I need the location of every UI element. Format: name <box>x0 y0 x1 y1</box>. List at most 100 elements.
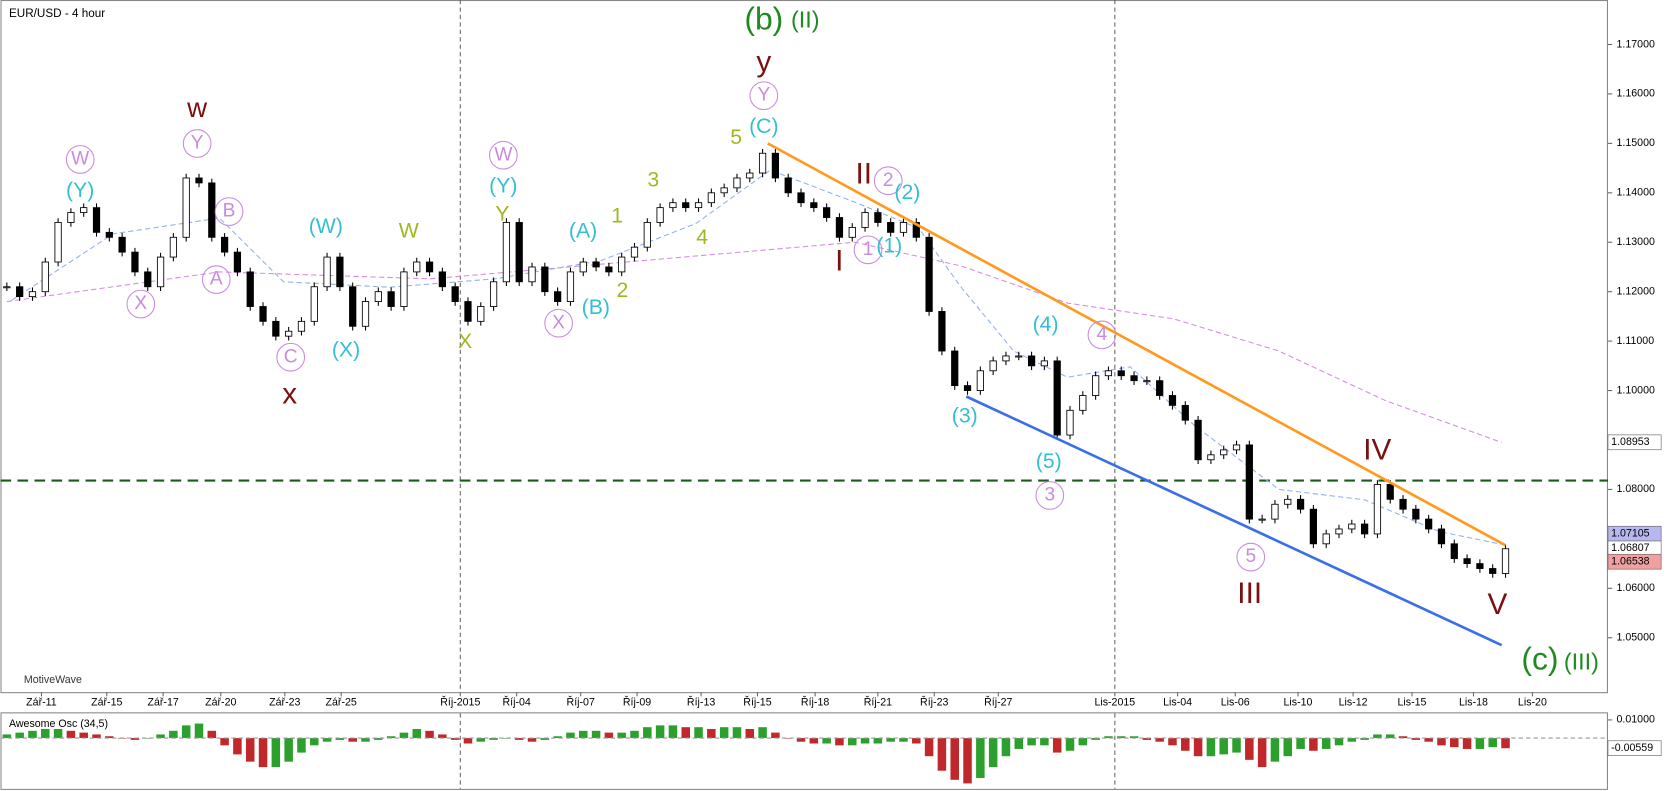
osc-bar <box>335 738 345 740</box>
wave-circle <box>214 197 244 226</box>
osc-bar <box>1309 738 1318 751</box>
osc-bar <box>181 725 191 739</box>
candle-body <box>1386 484 1394 500</box>
osc-bar <box>732 727 742 739</box>
candle-body <box>938 311 946 352</box>
price-marker-label: -0.00559 <box>1611 742 1653 754</box>
osc-bar <box>310 738 319 746</box>
osc-bar <box>1450 738 1459 748</box>
candle-body <box>1194 419 1202 461</box>
candle-body <box>208 182 216 238</box>
osc-bar <box>950 738 959 780</box>
candle-body <box>1079 395 1087 411</box>
osc-bar <box>1321 738 1331 749</box>
wave-label: (A) <box>569 218 597 242</box>
wave-label: (III) <box>1564 649 1599 675</box>
wave-label: 2 <box>883 170 894 191</box>
candle-body <box>528 266 536 283</box>
wave-circle <box>853 235 883 265</box>
candle-body <box>41 261 49 293</box>
osc-bar <box>169 730 178 739</box>
osc-bar <box>694 727 703 739</box>
y-tick-label: 1.11000 <box>1616 335 1654 347</box>
candle-body <box>16 286 24 298</box>
candle-body <box>1092 375 1100 396</box>
osc-bar <box>297 738 306 753</box>
candle-body <box>1245 444 1253 520</box>
candle-body <box>1463 558 1471 565</box>
candle-body <box>425 261 434 273</box>
price-marker <box>1607 434 1662 451</box>
candle-body <box>758 152 767 174</box>
wave-label: V <box>1487 588 1507 621</box>
osc-bar <box>809 738 819 744</box>
osc-bar <box>643 727 652 739</box>
osc-bar <box>886 738 895 742</box>
osc-bar <box>1155 738 1164 742</box>
y-tick-label: 1.06000 <box>1616 582 1654 594</box>
candle-body <box>67 212 75 223</box>
wave-circle <box>126 289 156 319</box>
price-marker-label: 1.06807 <box>1611 542 1649 554</box>
candle-body <box>733 177 741 189</box>
candle-body <box>310 286 318 322</box>
x-tick-label: Říj-27 <box>984 696 1012 709</box>
osc-bar <box>579 730 588 739</box>
y-tick-label: 1.16000 <box>1616 88 1654 100</box>
candle-body <box>1040 360 1049 367</box>
candle-body <box>1489 568 1497 574</box>
osc-bar <box>630 730 639 739</box>
candle-body <box>1258 518 1266 521</box>
x-tick-label: Lis-15 <box>1398 697 1427 709</box>
candle-body <box>1181 404 1189 421</box>
osc-bar <box>245 738 255 762</box>
candle-body <box>105 231 113 238</box>
osc-bar <box>527 738 537 742</box>
candle-body <box>1053 360 1061 436</box>
wave-label: X <box>458 329 472 353</box>
osc-bar <box>143 738 153 739</box>
candle-body <box>1066 409 1074 436</box>
candle-body <box>451 286 459 302</box>
osc-bar <box>79 732 88 739</box>
candle-body <box>1271 503 1279 520</box>
osc-bar <box>1475 738 1485 749</box>
candle-body <box>1117 370 1125 377</box>
candle-body <box>1335 528 1343 535</box>
price-marker-label: 1.06538 <box>1611 556 1649 568</box>
osc-bar <box>1373 734 1382 739</box>
candle-body <box>169 236 177 258</box>
osc-bar <box>668 725 678 739</box>
osc-bar <box>105 736 114 739</box>
wave-label: C <box>284 346 298 367</box>
wave-label: (3) <box>952 403 978 427</box>
candle-body <box>400 271 408 307</box>
candle-body <box>592 261 600 268</box>
osc-bar <box>41 728 50 739</box>
osc-bar <box>130 738 140 740</box>
wave-label: Y <box>495 201 509 225</box>
price-marker <box>1607 740 1662 756</box>
candle-body <box>156 256 165 288</box>
osc-bar <box>53 728 63 739</box>
x-tick-label: Říj-04 <box>502 696 530 709</box>
osc-bar <box>15 732 24 739</box>
wave-label: Y <box>191 133 204 154</box>
x-tick-label: Říj-15 <box>743 696 771 709</box>
wave-label: (1) <box>876 233 902 257</box>
osc-bar <box>988 738 998 768</box>
osc-bar <box>1437 738 1446 746</box>
osc-bar <box>1501 738 1510 749</box>
osc-bar <box>1283 738 1293 757</box>
candle-body <box>1002 355 1010 362</box>
y-tick-label: 1.15000 <box>1616 137 1654 149</box>
wave-label: II <box>856 157 873 190</box>
candle-body <box>848 226 856 238</box>
osc-frame <box>0 712 1608 790</box>
wave-label: 4 <box>1097 324 1108 345</box>
osc-bar <box>233 738 242 755</box>
candle-body <box>1015 355 1023 358</box>
candle-body <box>323 256 331 288</box>
candle-body <box>1156 380 1164 396</box>
